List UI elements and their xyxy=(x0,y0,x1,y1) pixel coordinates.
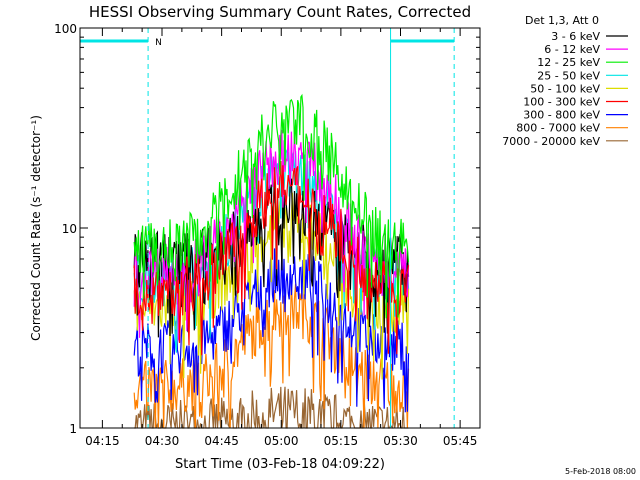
date-stamp: 5-Feb-2018 08:00 xyxy=(565,467,636,476)
y-tick-label: 10 xyxy=(62,222,77,236)
y-tick-label: 100 xyxy=(54,22,77,36)
legend-label-7: 300 - 800 keV xyxy=(523,109,600,122)
x-tick-label: 04:15 xyxy=(85,434,120,448)
chart-title: HESSI Observing Summary Count Rates, Cor… xyxy=(89,3,471,21)
legend-label-5: 50 - 100 keV xyxy=(530,82,600,95)
legend-label-4: 25 - 50 keV xyxy=(537,69,600,82)
x-tick-label: 05:45 xyxy=(443,434,478,448)
axes: 04:15 04:30 04:45 05:00 05:15 05:30 05:45 1 10 10… xyxy=(54,22,480,448)
x-tick-label: 05:30 xyxy=(383,434,418,448)
series-line-3 xyxy=(133,93,410,319)
series-line-6 xyxy=(133,160,410,356)
x-tick-label: 05:00 xyxy=(264,434,299,448)
x-tick-label: 04:45 xyxy=(204,434,239,448)
night-marker-label: N xyxy=(155,38,162,48)
series-line-8 xyxy=(133,281,410,429)
x-tick-label: 04:30 xyxy=(145,434,180,448)
x-axis-label: Start Time (03-Feb-18 04:09:22) xyxy=(175,457,385,472)
night-markers: N xyxy=(79,28,455,428)
legend-header: Det 1,3, Att 0 xyxy=(525,14,599,27)
legend-label-9: 7000 - 20000 keV xyxy=(502,135,600,148)
legend-label-2: 6 - 12 keV xyxy=(544,43,600,56)
y-tick-label: 1 xyxy=(69,422,77,436)
series-layer xyxy=(133,93,410,430)
legend-label-3: 12 - 25 keV xyxy=(537,56,600,69)
legend-label-6: 100 - 300 keV xyxy=(523,96,600,109)
x-tick-label: 05:15 xyxy=(324,434,359,448)
y-axis-label: Corrected Count Rate (s⁻¹ detector⁻¹) xyxy=(29,115,43,341)
legend-label-1: 3 - 6 keV xyxy=(551,30,600,43)
legend-label-8: 800 - 7000 keV xyxy=(516,122,600,135)
series-line-5 xyxy=(133,192,410,380)
